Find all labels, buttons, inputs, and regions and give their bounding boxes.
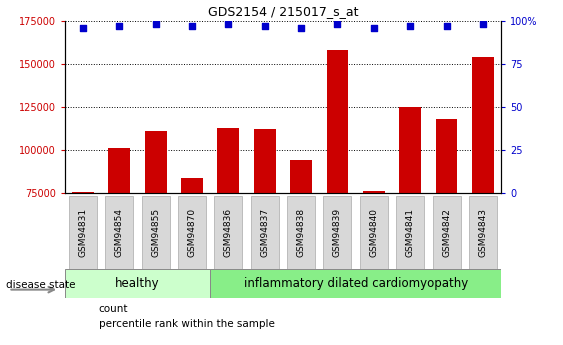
Text: GSM94840: GSM94840 — [369, 208, 378, 257]
Point — [479, 21, 488, 27]
Text: GSM94855: GSM94855 — [151, 208, 160, 257]
Bar — [145, 131, 167, 323]
Bar — [254, 129, 276, 323]
Text: count: count — [99, 304, 128, 314]
Bar — [65, 269, 210, 298]
Bar — [181, 178, 203, 323]
Text: GSM94836: GSM94836 — [224, 208, 233, 257]
Bar — [327, 50, 348, 323]
FancyBboxPatch shape — [324, 196, 351, 270]
FancyBboxPatch shape — [287, 196, 315, 270]
Point — [297, 25, 306, 30]
Point — [151, 21, 160, 27]
Text: GSM94843: GSM94843 — [479, 208, 488, 257]
Text: GSM94870: GSM94870 — [187, 208, 196, 257]
Point — [333, 21, 342, 27]
FancyBboxPatch shape — [69, 196, 97, 270]
Point — [115, 23, 124, 29]
FancyBboxPatch shape — [105, 196, 133, 270]
Bar — [363, 191, 385, 323]
FancyBboxPatch shape — [432, 196, 461, 270]
Bar — [290, 160, 312, 323]
FancyBboxPatch shape — [178, 196, 206, 270]
Text: GSM94841: GSM94841 — [406, 208, 415, 257]
Text: GSM94842: GSM94842 — [442, 208, 451, 257]
FancyBboxPatch shape — [215, 196, 242, 270]
Point — [187, 23, 196, 29]
Text: healthy: healthy — [115, 277, 160, 290]
Point — [224, 21, 233, 27]
Text: inflammatory dilated cardiomyopathy: inflammatory dilated cardiomyopathy — [244, 277, 468, 290]
Point — [78, 25, 87, 30]
Text: percentile rank within the sample: percentile rank within the sample — [99, 319, 274, 329]
Point — [260, 23, 269, 29]
Point — [442, 23, 451, 29]
Bar — [472, 57, 494, 323]
FancyBboxPatch shape — [469, 196, 497, 270]
Bar — [72, 193, 94, 323]
Text: disease state: disease state — [6, 280, 75, 289]
FancyBboxPatch shape — [396, 196, 424, 270]
FancyBboxPatch shape — [142, 196, 169, 270]
Bar — [108, 148, 130, 323]
Point — [406, 23, 415, 29]
FancyBboxPatch shape — [251, 196, 279, 270]
Text: GSM94854: GSM94854 — [115, 208, 124, 257]
Text: GSM94837: GSM94837 — [260, 208, 269, 257]
FancyBboxPatch shape — [360, 196, 388, 270]
Title: GDS2154 / 215017_s_at: GDS2154 / 215017_s_at — [208, 5, 358, 18]
Bar — [399, 107, 421, 323]
Point — [369, 25, 378, 30]
Bar — [436, 119, 457, 323]
Text: GSM94831: GSM94831 — [78, 208, 87, 257]
Bar — [210, 269, 501, 298]
Bar — [217, 128, 239, 323]
Text: GSM94839: GSM94839 — [333, 208, 342, 257]
Text: GSM94838: GSM94838 — [297, 208, 306, 257]
